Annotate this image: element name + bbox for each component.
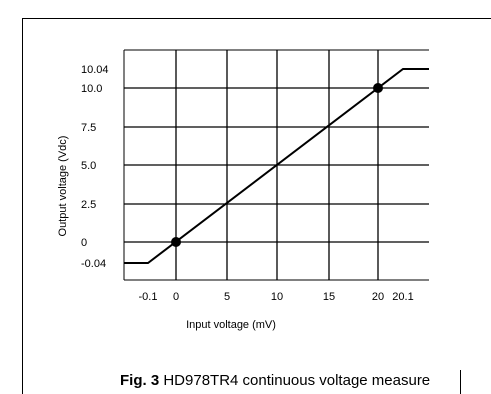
chart-ticks: -0.1 0 5 10 15 20 20.1 -0.04 0 2.5 5.0 7.5 10.0 10.04 (81, 64, 414, 303)
chart-series (124, 68, 429, 264)
caption-text: HD978TR4 continuous voltage measure (159, 372, 430, 389)
y-tick-label: 5.0 (81, 160, 96, 172)
caption-label: Fig. 3 (120, 372, 159, 389)
y-tick-label: -0.04 (81, 258, 106, 270)
y-axis-label: Output voltage (Vdc) (57, 136, 69, 237)
series-line (124, 68, 429, 264)
y-tick-label: 10.0 (81, 83, 102, 95)
x-tick-label: 20 (372, 291, 384, 303)
data-point-marker (171, 237, 181, 247)
x-tick-label: 10 (271, 291, 283, 303)
data-point-marker (373, 83, 383, 93)
y-tick-label: 0 (81, 237, 87, 249)
x-tick-label: 15 (323, 291, 335, 303)
figure-caption: Fig. 3 HD978TR4 continuous voltage measu… (120, 372, 430, 389)
x-tick-label: 0 (173, 291, 179, 303)
x-tick-label: 5 (224, 291, 230, 303)
x-tick-label: -0.1 (139, 291, 158, 303)
y-tick-label: 10.04 (81, 64, 109, 76)
x-axis-label: Input voltage (mV) (186, 319, 276, 331)
y-tick-label: 7.5 (81, 122, 96, 134)
chart-markers (171, 83, 383, 247)
x-tick-label: 20.1 (392, 291, 413, 303)
y-tick-label: 2.5 (81, 199, 96, 211)
